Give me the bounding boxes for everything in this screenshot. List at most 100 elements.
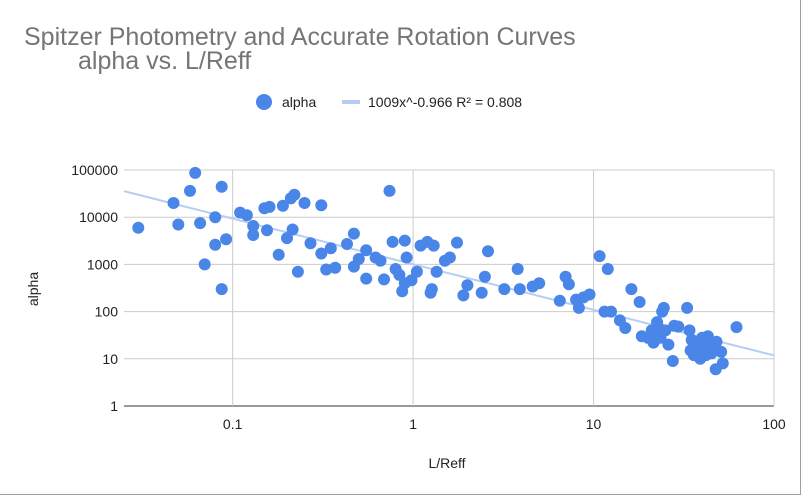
chart-subtitle: alpha vs. L/Reff bbox=[78, 47, 252, 75]
data-point bbox=[360, 244, 373, 257]
data-point bbox=[281, 232, 293, 245]
data-point bbox=[194, 217, 207, 230]
data-point bbox=[666, 355, 679, 367]
data-point bbox=[315, 247, 328, 260]
data-point bbox=[189, 166, 202, 179]
data-point bbox=[633, 296, 646, 308]
data-point bbox=[730, 321, 743, 334]
data-point bbox=[276, 199, 289, 212]
data-point bbox=[315, 199, 328, 212]
data-point bbox=[220, 233, 233, 246]
data-point bbox=[324, 242, 337, 255]
data-point bbox=[451, 236, 463, 249]
x-tick-label: 0.1 bbox=[223, 416, 243, 432]
data-point bbox=[167, 197, 180, 209]
data-point bbox=[716, 357, 729, 370]
data-point bbox=[425, 283, 438, 296]
data-point bbox=[593, 250, 606, 263]
data-point bbox=[410, 265, 423, 278]
y-tick-label: 100000 bbox=[71, 162, 118, 178]
y-tick-label: 10 bbox=[102, 351, 118, 367]
data-point bbox=[683, 324, 696, 337]
data-point bbox=[378, 273, 390, 286]
data-point bbox=[562, 278, 575, 291]
data-point bbox=[329, 261, 342, 274]
data-point bbox=[132, 221, 145, 234]
data-point bbox=[209, 211, 222, 224]
data-point bbox=[482, 245, 494, 258]
data-point bbox=[553, 294, 566, 307]
data-point bbox=[605, 305, 617, 318]
data-point bbox=[461, 279, 474, 292]
data-point bbox=[347, 227, 360, 240]
data-point bbox=[341, 238, 353, 250]
legend-marker-alpha bbox=[256, 94, 272, 110]
data-point bbox=[288, 188, 301, 201]
data-point bbox=[657, 301, 670, 314]
x-tick-label: 100 bbox=[762, 416, 786, 432]
data-point bbox=[209, 238, 222, 251]
data-point bbox=[374, 254, 387, 267]
y-axis-ticks: 1 10 100 1000 10000 100000 bbox=[71, 162, 118, 414]
y-tick-label: 1 bbox=[110, 398, 118, 414]
y-tick-label: 100 bbox=[95, 304, 119, 320]
data-point bbox=[478, 270, 491, 283]
legend-label-alpha: alpha bbox=[282, 94, 316, 110]
data-point bbox=[291, 265, 304, 278]
legend: alpha 1009x^-0.966 R² = 0.808 bbox=[256, 94, 522, 110]
data-point bbox=[405, 274, 418, 287]
data-point bbox=[430, 265, 443, 278]
data-point bbox=[619, 322, 632, 334]
data-point bbox=[286, 223, 299, 236]
data-point bbox=[659, 324, 672, 337]
data-point bbox=[662, 338, 675, 351]
y-tick-label: 10000 bbox=[79, 209, 118, 225]
data-point bbox=[352, 253, 365, 265]
data-point bbox=[360, 272, 373, 285]
data-point bbox=[572, 301, 585, 314]
y-tick-label: 1000 bbox=[87, 256, 118, 272]
data-point bbox=[198, 258, 211, 271]
data-point bbox=[247, 220, 260, 232]
data-point bbox=[298, 197, 311, 209]
data-point bbox=[475, 286, 488, 299]
data-point bbox=[247, 229, 260, 241]
data-point bbox=[215, 180, 228, 193]
data-point bbox=[400, 251, 413, 264]
data-point bbox=[272, 248, 285, 261]
data-point bbox=[583, 288, 596, 301]
data-point bbox=[710, 335, 723, 348]
y-axis-title: alpha bbox=[25, 272, 41, 306]
x-tick-label: 1 bbox=[409, 416, 417, 432]
data-point bbox=[498, 283, 511, 296]
data-point bbox=[681, 301, 694, 314]
chart-title: Spitzer Photometry and Accurate Rotation… bbox=[24, 23, 576, 51]
data-point bbox=[215, 283, 228, 296]
data-point bbox=[263, 200, 276, 213]
data-point bbox=[533, 277, 546, 290]
data-point bbox=[715, 345, 728, 358]
data-point bbox=[386, 235, 399, 248]
data-point bbox=[443, 251, 456, 264]
data-point bbox=[672, 320, 685, 333]
data-point bbox=[304, 237, 317, 250]
legend-marker-trendline bbox=[342, 100, 360, 104]
legend-label-trendline: 1009x^-0.966 R² = 0.808 bbox=[368, 94, 522, 110]
x-axis-ticks: 0.1 1 10 100 bbox=[223, 416, 786, 432]
data-point bbox=[513, 283, 526, 296]
data-point bbox=[457, 289, 470, 302]
data-point bbox=[601, 263, 614, 275]
data-points bbox=[132, 166, 743, 376]
data-point bbox=[383, 184, 396, 197]
data-point bbox=[172, 218, 185, 231]
data-point bbox=[625, 283, 638, 296]
data-point bbox=[511, 263, 524, 275]
x-axis-title: L/Reff bbox=[428, 455, 465, 471]
data-point bbox=[398, 234, 411, 247]
x-tick-label: 10 bbox=[586, 416, 602, 432]
data-point bbox=[240, 209, 253, 222]
data-point bbox=[320, 263, 333, 276]
data-point bbox=[427, 239, 440, 252]
